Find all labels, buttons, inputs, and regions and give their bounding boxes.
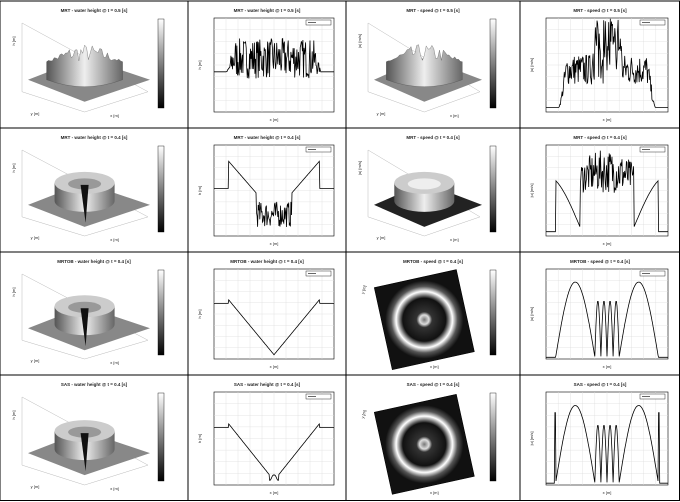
- panel: MRTOB - water height @ t = 0.4 [s] x [m] h…: [197, 259, 334, 369]
- panel: MRT - speed @ t = 0.4 [s] x [m] |u| [m/s]: [529, 135, 668, 246]
- x-axis-label: x [m]: [270, 490, 279, 495]
- panel: SAS - speed @ t = 0.4 [s] x [m] |u| [m/s]: [529, 382, 668, 495]
- panel-title: SAS - water height @ t = 0.4 [s]: [61, 382, 128, 387]
- panel: MRTOB - speed @ t = 0.4 [s] x [m] y [m]: [360, 259, 496, 369]
- colorbar: [158, 393, 164, 481]
- y-axis-label: x [m]: [450, 237, 459, 242]
- y-axis-label: y [m]: [360, 285, 367, 295]
- panel-title: MRTOB - water height @ t = 0.4 [s]: [57, 259, 131, 264]
- colorbar: [158, 270, 164, 355]
- z-axis-label: |u| [m/s]: [357, 161, 362, 175]
- x-axis-label: x [m]: [430, 490, 439, 495]
- panel-title: MRTOB - speed @ t = 0.4 [s]: [570, 259, 630, 264]
- panel: MRT - speed @ t = 0.4 [s] y [m] x [m] |u| […: [357, 135, 496, 242]
- panel-title: SAS - water height @ t = 0.4 [s]: [234, 382, 301, 387]
- y-axis-label: x [m]: [110, 113, 119, 118]
- y-axis-label: |u| [m/s]: [529, 58, 534, 72]
- x-axis-label: x [m]: [603, 490, 612, 495]
- panel: MRT - speed @ t = 0.5 [s] y [m] x [m] |u| […: [357, 8, 496, 118]
- z-axis-label: h [m]: [11, 37, 16, 46]
- y-axis-label: |u| [m/s]: [529, 431, 534, 445]
- y-axis-label: |u| [m/s]: [529, 307, 534, 321]
- x-axis-label: x [m]: [270, 117, 279, 122]
- surface-inner: [408, 178, 441, 189]
- panel: MRTOB - water height @ t = 0.4 [s] y [m] x…: [11, 259, 164, 365]
- panel-title: MRT - water height @ t = 0.4 [s]: [234, 135, 301, 140]
- x-axis-label: y [m]: [31, 111, 40, 116]
- colorbar: [158, 19, 164, 108]
- x-axis-label: y [m]: [31, 358, 40, 363]
- x-axis-label: y [m]: [31, 235, 40, 240]
- colorbar: [158, 146, 164, 232]
- x-axis-label: x [m]: [603, 117, 612, 122]
- y-axis-label: x [m]: [110, 486, 119, 491]
- panel-title: MRTOB - water height @ t = 0.4 [s]: [230, 259, 304, 264]
- ring-surface: [385, 405, 463, 483]
- panel: SAS - water height @ t = 0.4 [s] y [m] x […: [11, 382, 164, 491]
- colorbar: [490, 270, 496, 355]
- panel: MRT - water height @ t = 0.4 [s] x [m] h […: [197, 135, 334, 246]
- panel-title: MRT - water height @ t = 0.5 [s]: [61, 8, 128, 13]
- ring-surface: [385, 281, 463, 359]
- z-axis-label: h [m]: [11, 288, 16, 297]
- x-axis-label: x [m]: [603, 364, 612, 369]
- figure-grid: MRT - water height @ t = 0.5 [s] y [m] x […: [0, 0, 680, 502]
- y-axis-label: x [m]: [450, 113, 459, 118]
- x-axis-label: y [m]: [31, 484, 40, 489]
- x-axis-label: x [m]: [270, 364, 279, 369]
- panel-title: MRT - speed @ t = 0.4 [s]: [406, 135, 460, 140]
- surface: [47, 45, 123, 87]
- panel-title: MRT - water height @ t = 0.5 [s]: [234, 8, 301, 13]
- panel-title: SAS - speed @ t = 0.4 [s]: [407, 382, 460, 387]
- z-axis-label: |u| [m/s]: [357, 34, 362, 48]
- colorbar: [490, 19, 496, 108]
- x-axis-label: y [m]: [377, 111, 386, 116]
- x-axis-label: y [m]: [377, 235, 386, 240]
- y-axis-label: |u| [m/s]: [529, 183, 534, 197]
- y-axis-label: x [m]: [110, 237, 119, 242]
- panel: MRT - water height @ t = 0.5 [s] x [m] h […: [197, 8, 334, 122]
- x-axis-label: x [m]: [270, 241, 279, 246]
- z-axis-label: h [m]: [11, 164, 16, 173]
- y-axis-label: h [m]: [197, 310, 202, 319]
- x-axis-label: x [m]: [430, 364, 439, 369]
- x-axis-label: x [m]: [603, 241, 612, 246]
- panel: MRT - water height @ t = 0.4 [s] y [m] x […: [11, 135, 164, 242]
- panel-title: MRT - speed @ t = 0.5 [s]: [573, 8, 627, 13]
- y-axis-label: h [m]: [197, 186, 202, 195]
- surface: [386, 45, 462, 87]
- panel: MRT - water height @ t = 0.5 [s] y [m] x […: [11, 8, 164, 118]
- panel: SAS - water height @ t = 0.4 [s] x [m] h […: [197, 382, 334, 495]
- panel: MRTOB - speed @ t = 0.4 [s] x [m] |u| [m/s…: [529, 259, 668, 369]
- colorbar: [490, 146, 496, 232]
- y-axis-label: h [m]: [197, 434, 202, 443]
- panel: MRT - speed @ t = 0.5 [s] x [m] |u| [m/s]: [529, 8, 668, 122]
- z-axis-label: h [m]: [11, 411, 16, 420]
- panel-title: SAS - speed @ t = 0.4 [s]: [574, 382, 627, 387]
- panel-title: MRT - water height @ t = 0.4 [s]: [61, 135, 128, 140]
- colorbar: [490, 393, 496, 481]
- panel-title: MRT - speed @ t = 0.5 [s]: [406, 8, 460, 13]
- panel-title: MRT - speed @ t = 0.4 [s]: [573, 135, 627, 140]
- panel: SAS - speed @ t = 0.4 [s] x [m] y [m]: [360, 382, 496, 495]
- y-axis-label: y [m]: [360, 409, 367, 419]
- y-axis-label: x [m]: [110, 360, 119, 365]
- panel-title: MRTOB - speed @ t = 0.4 [s]: [403, 259, 463, 264]
- y-axis-label: h [m]: [197, 61, 202, 70]
